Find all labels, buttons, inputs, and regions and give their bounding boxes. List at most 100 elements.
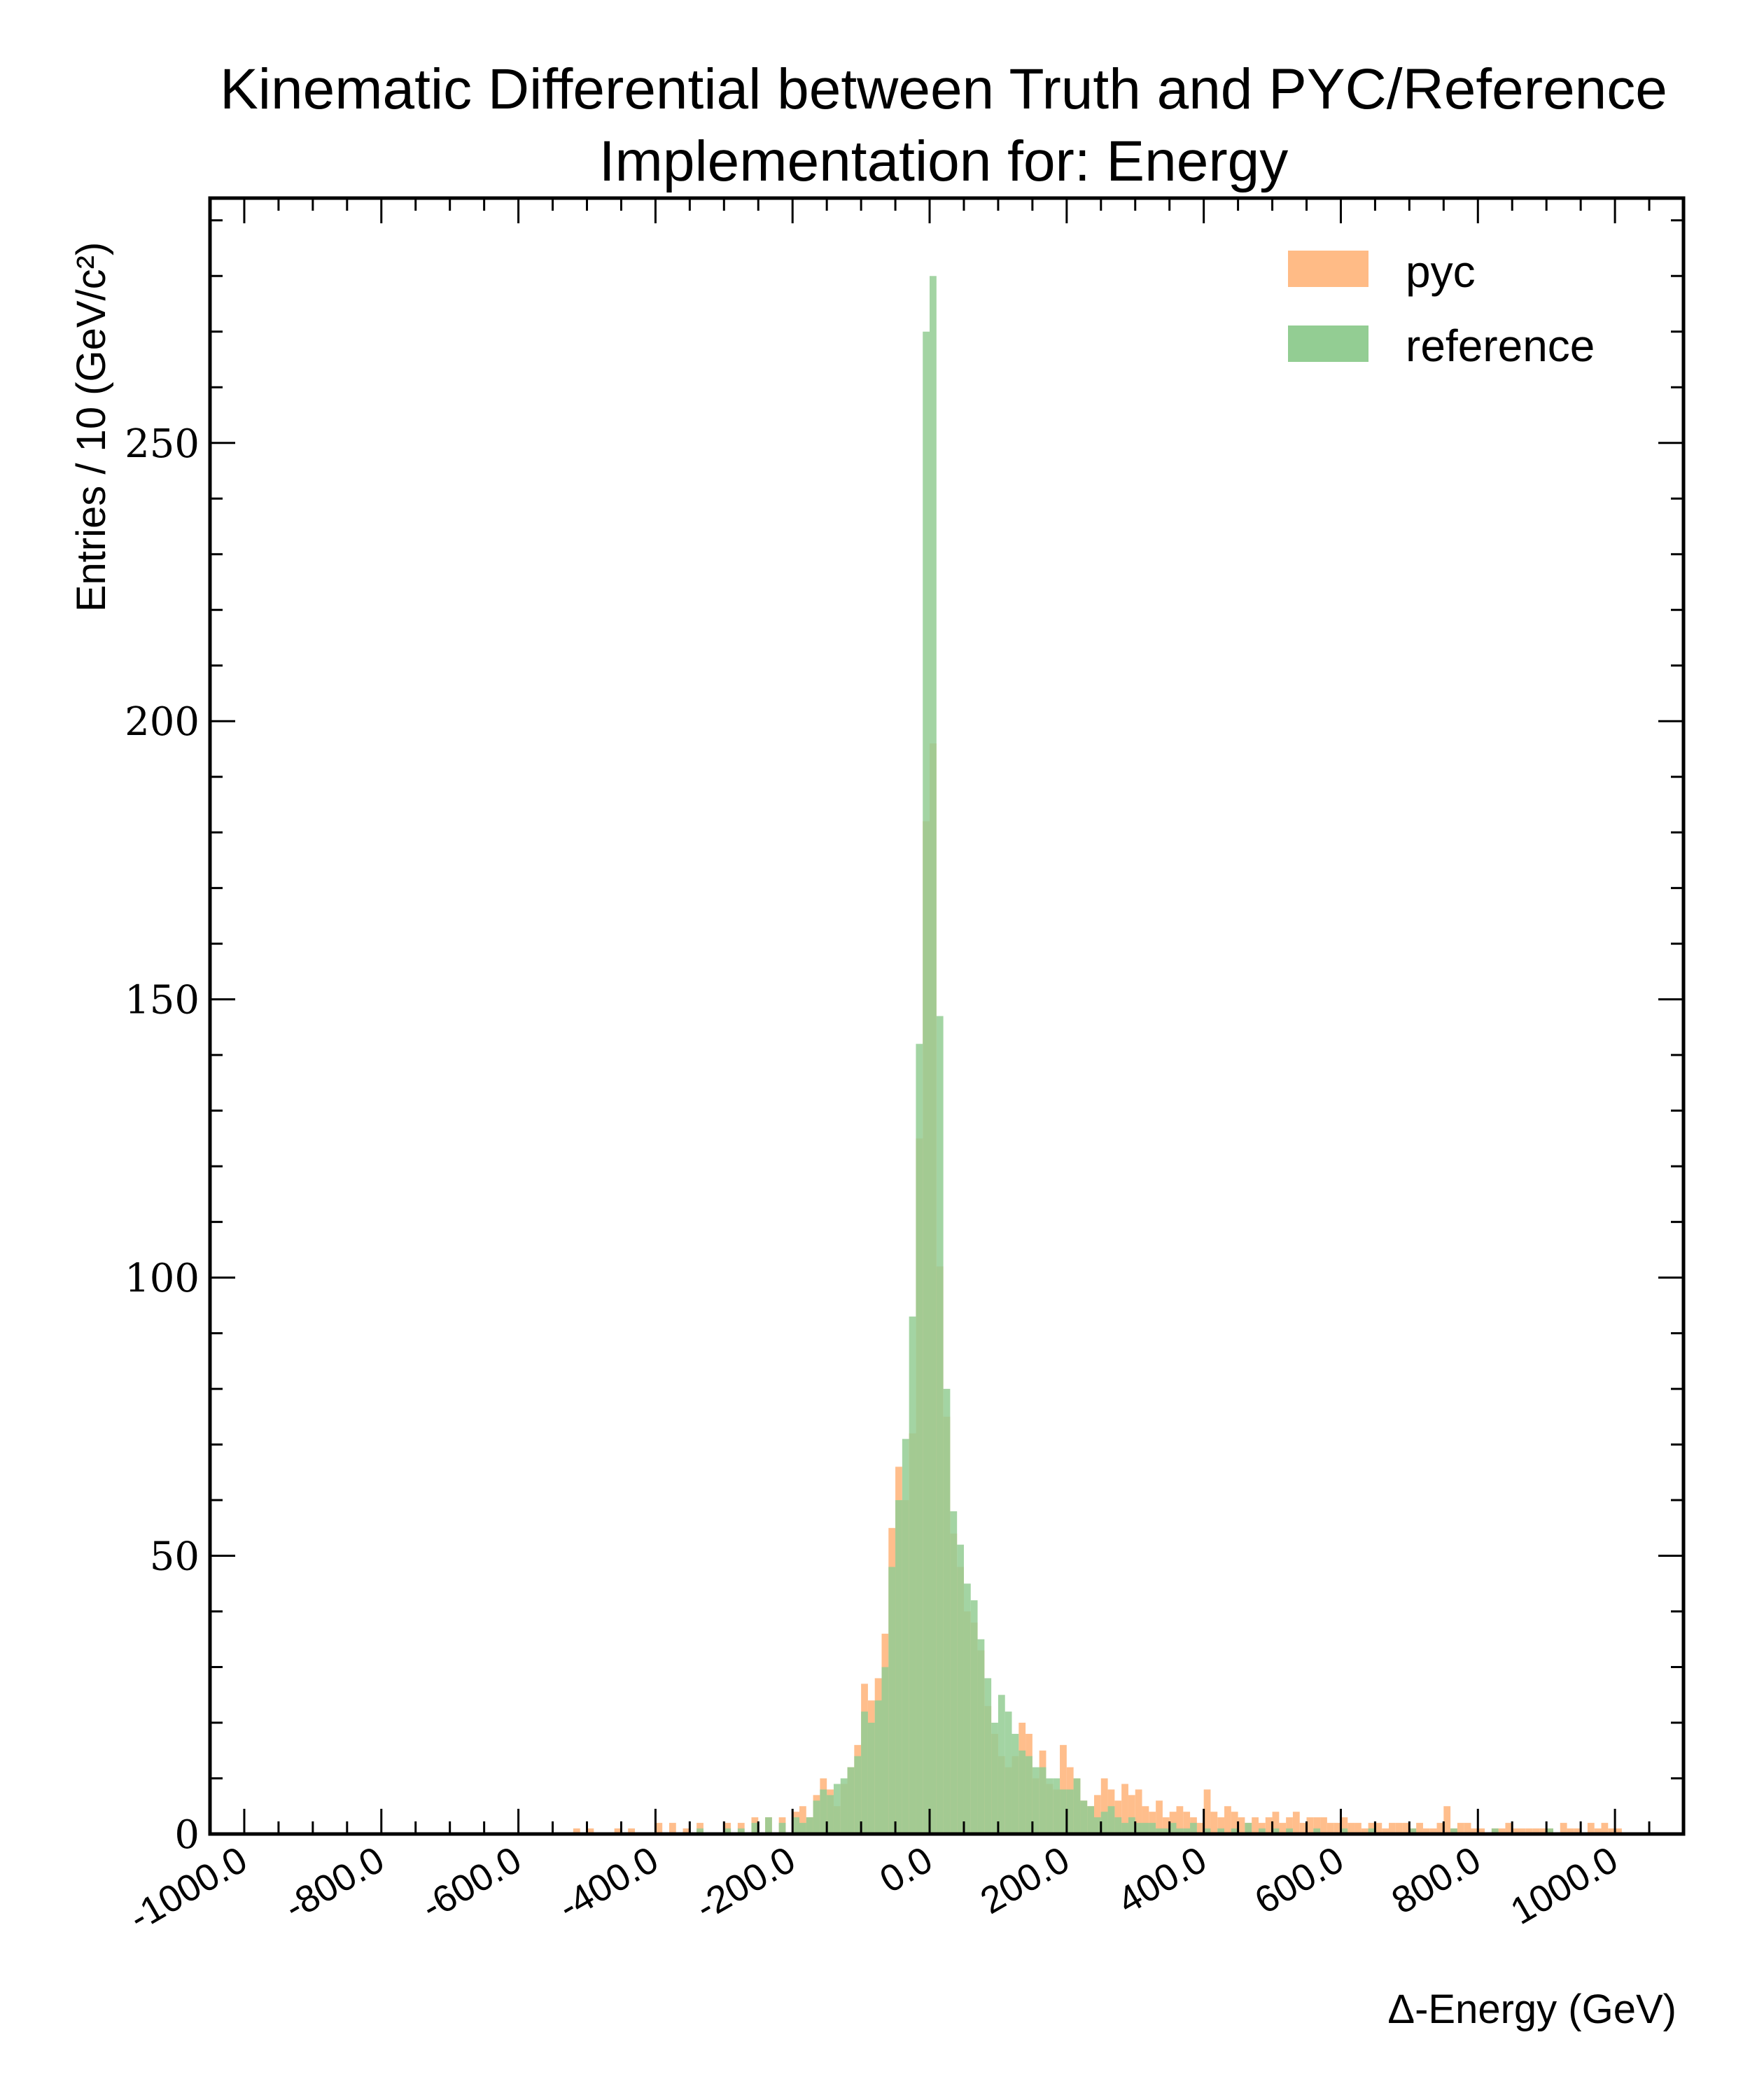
pyc-bar — [655, 1823, 663, 1834]
reference-bar — [867, 1723, 875, 1834]
reference-bar — [1313, 1828, 1321, 1834]
reference-bar — [1183, 1828, 1191, 1834]
pyc-bar — [1457, 1823, 1464, 1834]
pyc-bar — [1279, 1823, 1287, 1834]
reference-bar — [1011, 1733, 1019, 1834]
pyc-bar — [1292, 1812, 1300, 1834]
pyc-bar — [1464, 1823, 1471, 1834]
reference-bar — [1286, 1828, 1293, 1834]
reference-bar — [1149, 1823, 1156, 1834]
reference-bar — [970, 1600, 978, 1834]
pyc-bar — [1471, 1828, 1478, 1834]
pyc-bar — [1512, 1828, 1520, 1834]
y-axis-label: Entries / 10 (GeV/c²) — [69, 242, 114, 612]
reference-bar — [861, 1712, 868, 1834]
legend-label-pyc: pyc — [1406, 246, 1476, 297]
legend-swatch-reference — [1288, 326, 1368, 362]
pyc-bar — [1183, 1812, 1191, 1834]
pyc-bar — [1416, 1823, 1423, 1834]
pyc-bar — [1382, 1828, 1389, 1834]
reference-bar — [950, 1511, 958, 1834]
y-tick-label: 250 — [125, 421, 200, 467]
pyc-bar — [682, 1828, 690, 1834]
reference-bar — [1340, 1828, 1348, 1834]
pyc-bar — [1286, 1817, 1293, 1834]
pyc-bar — [1402, 1823, 1410, 1834]
reference-bar — [840, 1778, 848, 1834]
reference-bar — [963, 1583, 971, 1834]
pyc-bar — [614, 1828, 622, 1834]
chart-title-line1: Kinematic Differential between Truth and… — [220, 57, 1667, 121]
reference-bar — [813, 1800, 820, 1834]
reference-bar — [1156, 1828, 1163, 1834]
pyc-bar — [1505, 1823, 1513, 1834]
reference-bar — [902, 1438, 909, 1834]
reference-bar — [1100, 1812, 1108, 1834]
axis-ticks — [210, 198, 1685, 1835]
reference-bar — [1026, 1756, 1032, 1834]
reference-bar — [1169, 1823, 1177, 1834]
reference-bar — [943, 1389, 951, 1834]
pyc-bar — [1498, 1828, 1506, 1834]
pyc-bar — [668, 1823, 676, 1834]
reference-bar — [1107, 1806, 1115, 1834]
pyc-bar — [1306, 1817, 1314, 1834]
reference-bar — [806, 1817, 813, 1834]
pyc-bar — [1395, 1823, 1403, 1834]
x-axis-label: Δ-Energy (GeV) — [1387, 1987, 1676, 2032]
pyc-bar — [1272, 1812, 1280, 1834]
pyc-bar — [1224, 1806, 1231, 1834]
reference-bar — [1162, 1828, 1170, 1834]
pyc-bar — [1217, 1817, 1225, 1834]
x-tick-label: 1000.0 — [1504, 1838, 1625, 1933]
reference-bar — [936, 1016, 944, 1834]
plot-frame — [208, 196, 1686, 1836]
pyc-bar — [1156, 1800, 1163, 1834]
reference-bar — [1073, 1778, 1081, 1834]
reference-bar — [874, 1700, 882, 1834]
x-tick-label: 800.0 — [1385, 1838, 1488, 1922]
pyc-bar — [1203, 1789, 1211, 1834]
pyc-bar — [1354, 1823, 1362, 1834]
pyc-bar — [1361, 1828, 1368, 1834]
legend-swatch-pyc — [1288, 251, 1368, 287]
x-tick-label: -800.0 — [277, 1838, 391, 1928]
reference-bar — [854, 1756, 862, 1834]
pyc-bar — [1252, 1817, 1259, 1834]
pyc-bar — [799, 1806, 806, 1834]
reference-bar — [930, 276, 937, 1834]
reference-bar — [1491, 1828, 1499, 1834]
reference-bar — [696, 1828, 704, 1834]
reference-bar — [1060, 1789, 1067, 1834]
pyc-bar — [1567, 1828, 1574, 1834]
pyc-bar — [1299, 1823, 1307, 1834]
pyc-bar — [1532, 1828, 1540, 1834]
x-tick-label: 0.0 — [873, 1838, 939, 1901]
reference-bar — [765, 1817, 772, 1834]
pyc-bar — [628, 1828, 636, 1834]
legend-label-reference: reference — [1406, 321, 1595, 371]
reference-bar — [820, 1789, 827, 1834]
reference-bar — [1272, 1828, 1280, 1834]
reference-bar — [1217, 1828, 1225, 1834]
reference-bar — [1080, 1800, 1088, 1834]
reference-bar — [724, 1828, 732, 1834]
pyc-bar — [1615, 1828, 1622, 1834]
pyc-bar — [1121, 1784, 1128, 1834]
reference-bar — [1114, 1817, 1122, 1834]
pyc-bar — [1135, 1789, 1142, 1834]
reference-bar — [1546, 1828, 1553, 1834]
pyc-bar — [1142, 1806, 1149, 1834]
pyc-bar — [573, 1828, 580, 1834]
reference-bar — [1176, 1828, 1184, 1834]
y-tick-label: 200 — [125, 699, 200, 745]
pyc-bar — [1539, 1828, 1547, 1834]
reference-bar — [1087, 1806, 1094, 1834]
pyc-bar — [1422, 1828, 1430, 1834]
pyc-bar — [1608, 1828, 1616, 1834]
y-tick-label: 150 — [125, 978, 200, 1023]
pyc-bar — [1238, 1817, 1245, 1834]
pyc-bar — [1100, 1778, 1108, 1834]
reference-bar — [997, 1695, 1005, 1834]
reference-bar — [751, 1823, 759, 1834]
